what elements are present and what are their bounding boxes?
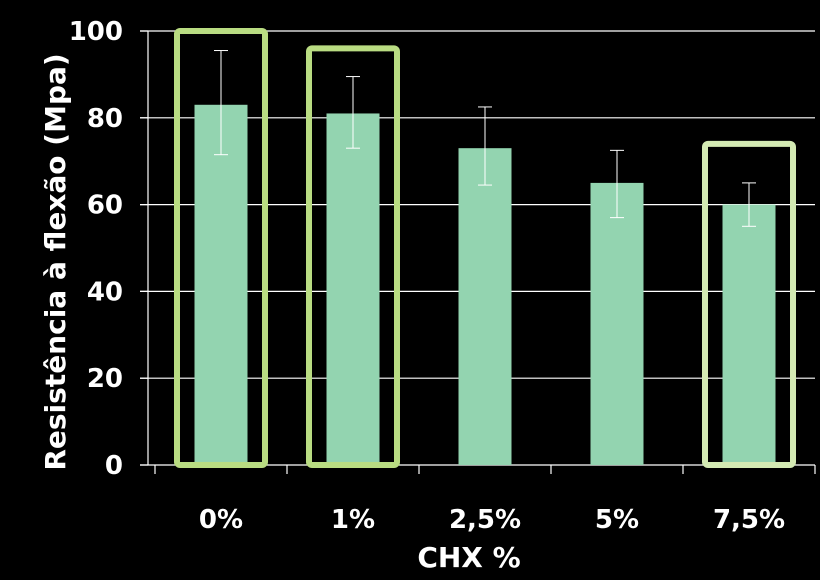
bar-7,5% (722, 204, 776, 465)
x-tick-label: 2,5% (449, 505, 521, 535)
y-tick-label: 40 (87, 277, 123, 307)
x-tick-label: 1% (331, 505, 375, 535)
x-tick-label: 0% (199, 505, 243, 535)
x-axis-title: CHX % (417, 541, 520, 574)
y-tick-label: 100 (69, 17, 123, 47)
bar-5% (590, 182, 644, 465)
x-tick-label: 5% (595, 505, 639, 535)
y-axis-title: Resistência à flexão (Mpa) (39, 53, 72, 470)
bar-2,5% (458, 148, 512, 465)
highlight-box-1% (306, 45, 400, 469)
y-tick-label: 80 (87, 104, 123, 134)
highlight-boxes (174, 28, 796, 469)
x-tick-label: 7,5% (713, 505, 785, 535)
y-tick-label: 60 (87, 191, 123, 221)
bar-series (194, 104, 776, 466)
y-tick-label: 0 (105, 451, 123, 481)
highlight-box-0% (174, 28, 268, 468)
bar-1% (326, 113, 380, 466)
bar-0% (194, 104, 248, 465)
y-axis: 0 20 40 60 80 100 (69, 17, 149, 481)
y-tick-label: 20 (87, 364, 123, 394)
error-bars (214, 50, 756, 227)
highlight-box-7,5% (702, 140, 796, 468)
